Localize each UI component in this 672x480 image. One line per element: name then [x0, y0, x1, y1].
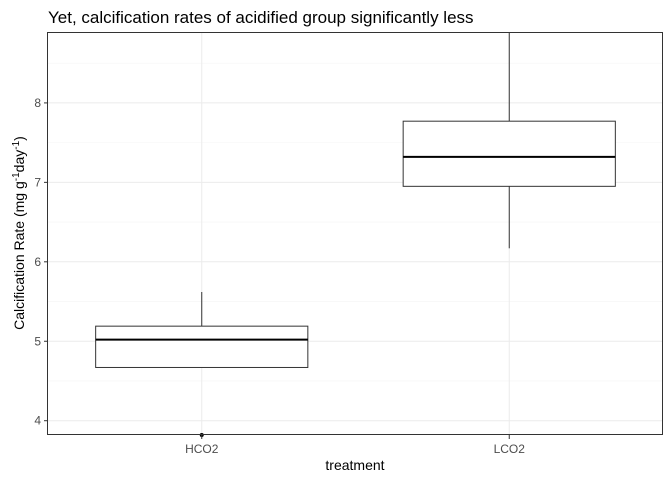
grid-lines [48, 33, 663, 435]
x-tick-label: LCO2 [494, 442, 526, 456]
y-tick-label: 5 [34, 334, 41, 348]
y-tick-label: 4 [34, 414, 41, 428]
x-tick-label: HCO2 [185, 442, 219, 456]
x-axis-title: treatment [325, 457, 384, 473]
y-axis: 4 5 6 7 8 [34, 96, 48, 428]
x-axis: HCO2 LCO2 [185, 435, 525, 456]
y-tick-label: 6 [34, 255, 41, 269]
box-hco2 [95, 291, 309, 437]
y-axis-title-suffix: ) [11, 136, 27, 141]
box-series [95, 33, 616, 437]
y-tick-label: 7 [34, 175, 41, 189]
y-axis-title-mid: day [11, 150, 27, 173]
y-axis-title: Calcification Rate (mg g-1day-1) [11, 136, 28, 330]
y-tick-label: 8 [34, 96, 41, 110]
y-axis-title-prefix: Calcification Rate (mg g [11, 181, 27, 330]
chart-title: Yet, calcification rates of acidified gr… [48, 8, 474, 27]
y-axis-title-exp2: -1 [11, 140, 22, 149]
y-axis-title-exp1: -1 [11, 172, 22, 181]
box-iqr [402, 120, 616, 187]
box-iqr [95, 325, 309, 368]
panel-border [47, 32, 663, 435]
box-lco2 [402, 33, 616, 249]
